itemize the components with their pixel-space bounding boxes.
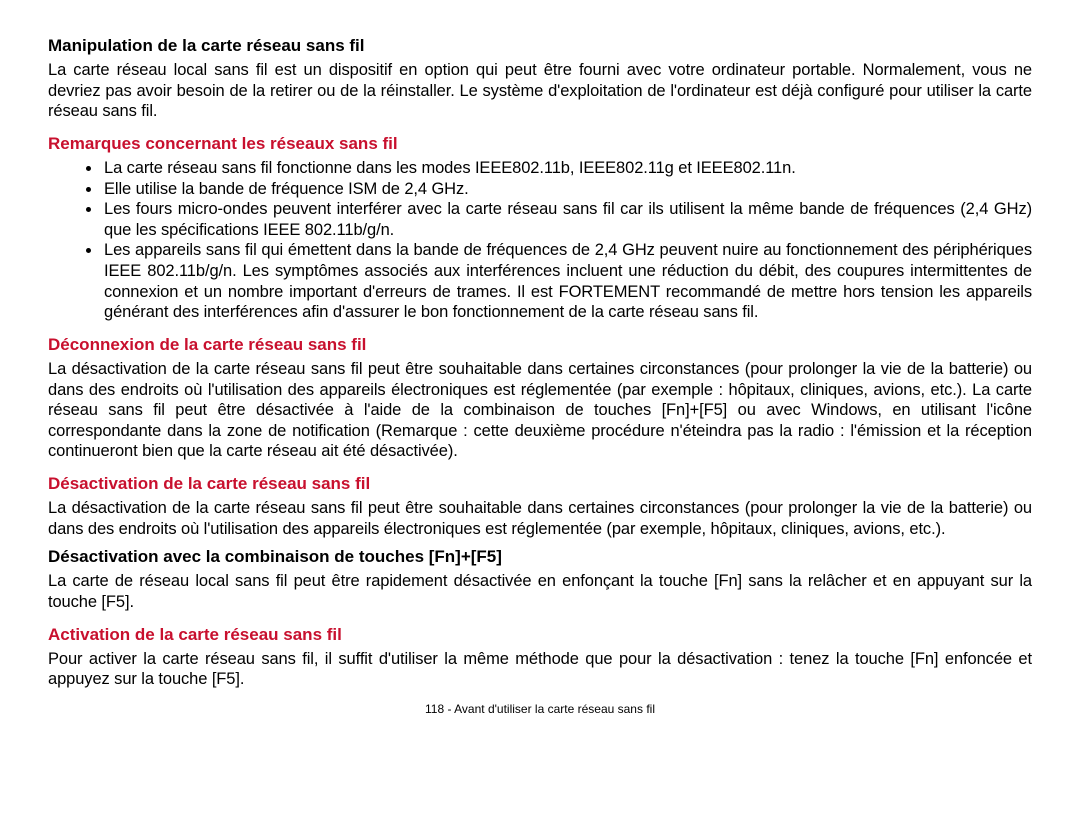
paragraph: La désactivation de la carte réseau sans… xyxy=(48,498,1032,539)
section-heading-combinaison: Désactivation avec la combinaison de tou… xyxy=(48,547,1032,567)
list-item: Les fours micro-ondes peuvent interférer… xyxy=(102,199,1032,240)
list-item: Les appareils sans fil qui émettent dans… xyxy=(102,240,1032,323)
section-heading-manipulation: Manipulation de la carte réseau sans fil xyxy=(48,36,1032,56)
section-heading-deconnexion: Déconnexion de la carte réseau sans fil xyxy=(48,335,1032,355)
section-heading-activation: Activation de la carte réseau sans fil xyxy=(48,625,1032,645)
paragraph: La carte réseau local sans fil est un di… xyxy=(48,60,1032,122)
list-item: Elle utilise la bande de fréquence ISM d… xyxy=(102,179,1032,200)
paragraph: Pour activer la carte réseau sans fil, i… xyxy=(48,649,1032,690)
section-heading-remarques: Remarques concernant les réseaux sans fi… xyxy=(48,134,1032,154)
paragraph: La désactivation de la carte réseau sans… xyxy=(48,359,1032,462)
paragraph: La carte de réseau local sans fil peut ê… xyxy=(48,571,1032,612)
list-item: La carte réseau sans fil fonctionne dans… xyxy=(102,158,1032,179)
section-heading-desactivation: Désactivation de la carte réseau sans fi… xyxy=(48,474,1032,494)
page-footer: 118 - Avant d'utiliser la carte réseau s… xyxy=(48,702,1032,716)
bullet-list: La carte réseau sans fil fonctionne dans… xyxy=(48,158,1032,323)
document-page: Manipulation de la carte réseau sans fil… xyxy=(0,0,1080,728)
